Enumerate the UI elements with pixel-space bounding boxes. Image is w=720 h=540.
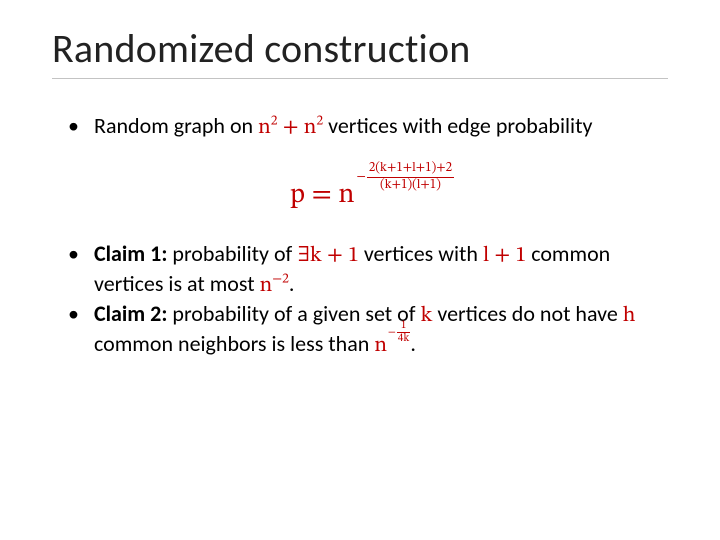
claim2-exp-sign: − bbox=[388, 327, 396, 338]
claim2-exp-den: 4k bbox=[397, 333, 410, 345]
claim1-n-exp: −2 bbox=[272, 274, 289, 287]
slide-body: Random graph on n2 + n2 vertices with ed… bbox=[68, 112, 650, 361]
claim2-t2: vertices do not have bbox=[432, 300, 622, 327]
exp-numerator: 2(k+1+l+1)+2 bbox=[367, 162, 454, 178]
claim2-period: . bbox=[410, 330, 416, 357]
claim1-lplus1: l + 1 bbox=[483, 245, 526, 267]
bullet-list: Random graph on n2 + n2 vertices with ed… bbox=[68, 112, 650, 361]
claim1-exists: ∃k + 1 bbox=[297, 245, 359, 267]
plus: + bbox=[278, 117, 304, 139]
claim1-t2: vertices with bbox=[359, 240, 483, 267]
bullet1-pre: Random graph on bbox=[94, 112, 258, 139]
claim2-exp: −14k bbox=[388, 320, 410, 344]
claim1-label: Claim 1: bbox=[94, 240, 167, 267]
claim2-k: k bbox=[420, 305, 432, 327]
claim2-h: h bbox=[623, 305, 636, 327]
formula-exponent: −2(k+1+l+1)+2(k+1)(l+1) bbox=[356, 162, 454, 192]
n1: n bbox=[258, 117, 271, 139]
bullet-claim-1: Claim 1: probability of ∃k + 1 vertices … bbox=[68, 240, 650, 300]
claim1-n-expr: n−2 bbox=[260, 275, 289, 297]
bullet1-post: vertices with edge probability bbox=[323, 112, 592, 139]
claim2-t3: common neighbors is less than bbox=[94, 330, 374, 357]
exp-fraction: 2(k+1+l+1)+2(k+1)(l+1) bbox=[367, 162, 454, 192]
bullet-claim-2: Claim 2: probability of a given set of k… bbox=[68, 300, 650, 360]
claim2-exp-frac: 14k bbox=[397, 320, 410, 344]
n2: n bbox=[304, 117, 317, 139]
claim2-n: n bbox=[374, 335, 387, 357]
claim2-label: Claim 2: bbox=[94, 300, 167, 327]
claim2-n-expr: n−14k bbox=[374, 335, 410, 357]
claim1-n: n bbox=[260, 275, 273, 297]
slide-title: Randomized construction bbox=[52, 24, 470, 73]
n1-exp: 2 bbox=[271, 116, 278, 129]
claim1-period: . bbox=[289, 270, 295, 297]
edge-probability-formula: p = n−2(k+1+l+1)+2(k+1)(l+1) bbox=[94, 178, 650, 214]
claim2-exp-num: 1 bbox=[397, 320, 410, 333]
formula-lhs: p = bbox=[290, 181, 338, 209]
vertices-expression: n2 + n2 bbox=[258, 117, 323, 139]
bullet-1: Random graph on n2 + n2 vertices with ed… bbox=[68, 112, 650, 214]
slide: Randomized construction Random graph on … bbox=[0, 0, 720, 540]
formula-base: n bbox=[338, 181, 354, 209]
exp-denominator: (k+1)(l+1) bbox=[367, 178, 454, 193]
claim2-t1: probability of a given set of bbox=[167, 300, 420, 327]
exp-sign: − bbox=[356, 171, 365, 184]
title-underline bbox=[52, 78, 668, 79]
claim1-t1: probability of bbox=[167, 240, 297, 267]
